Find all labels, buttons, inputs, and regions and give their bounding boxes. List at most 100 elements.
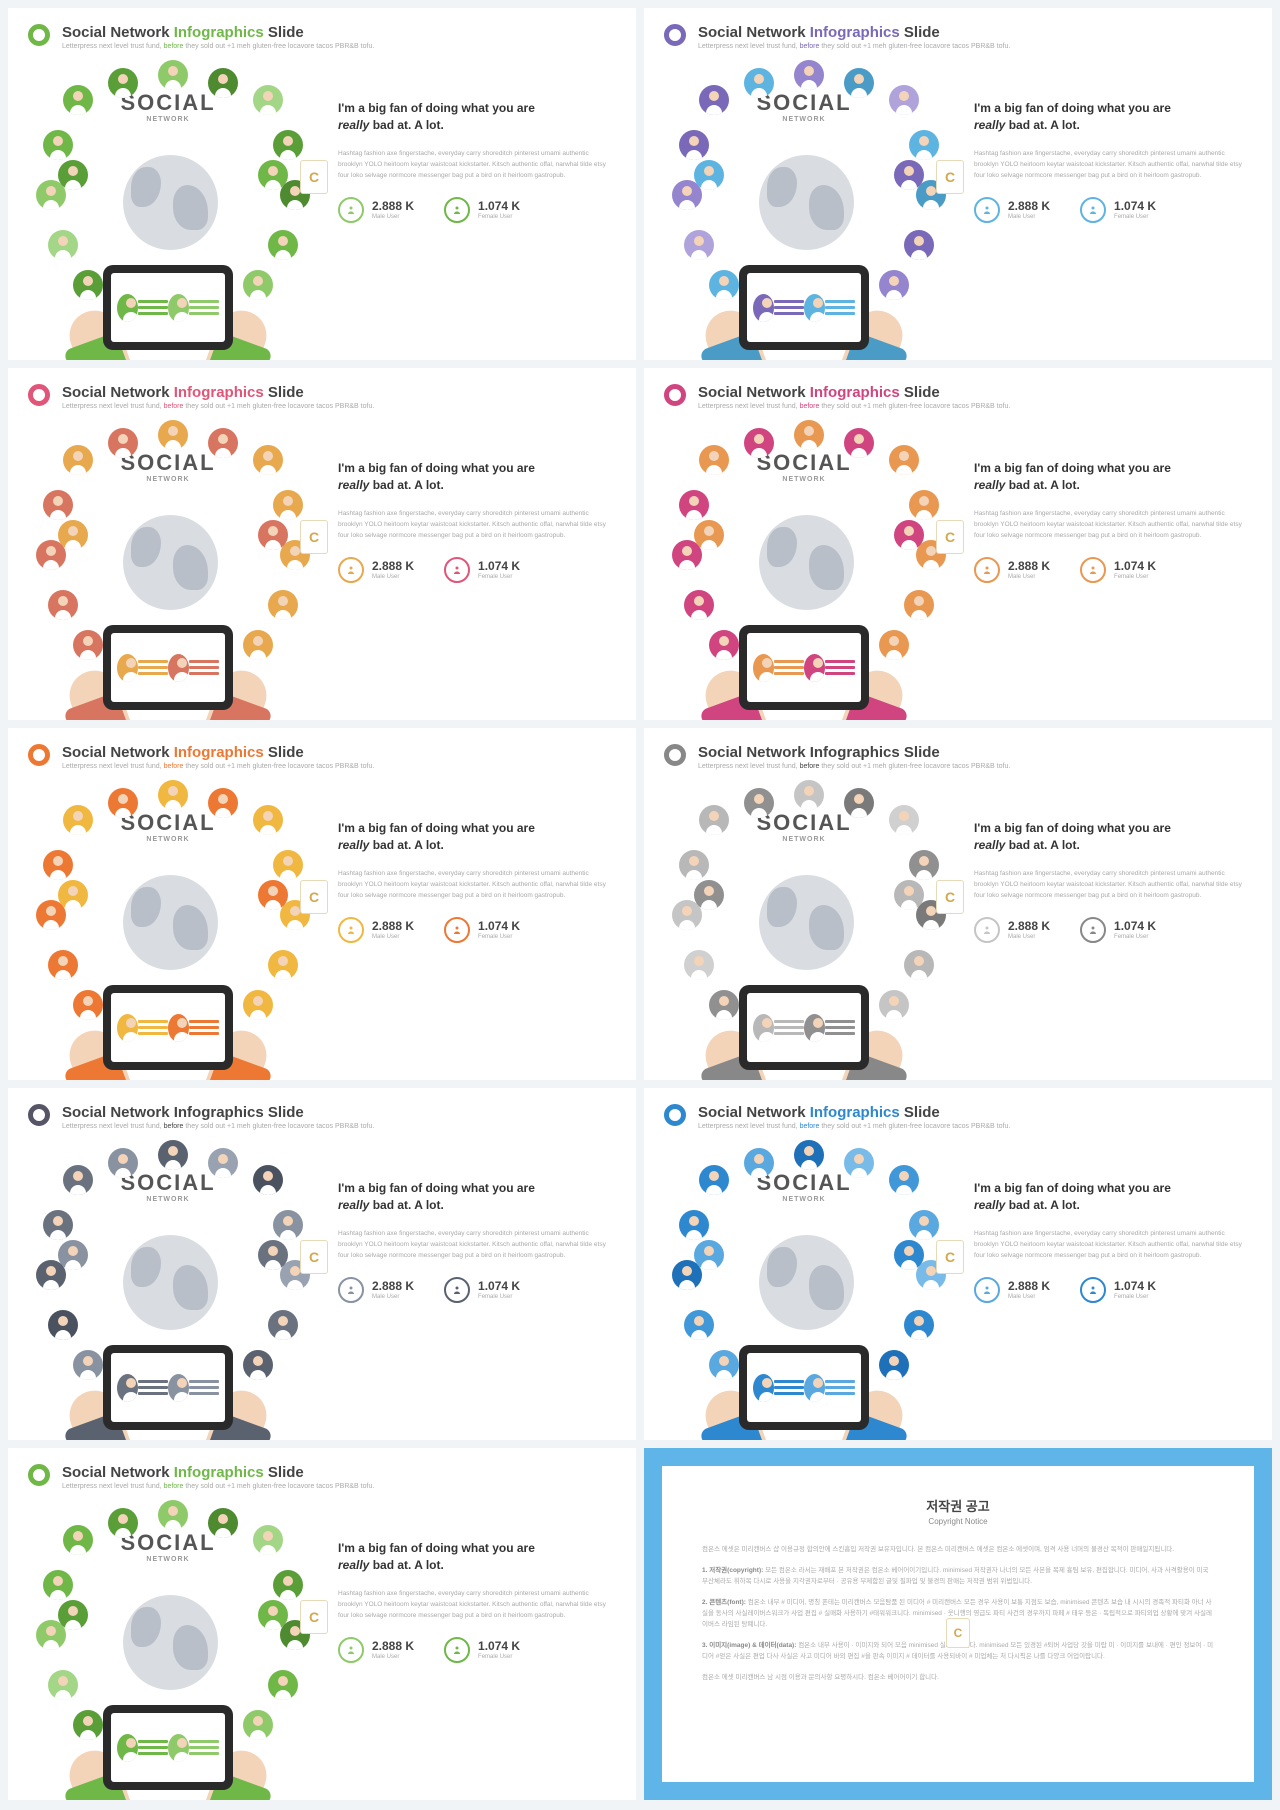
avatar-icon	[243, 630, 273, 660]
infographic-slide: Social Network Infographics Slide Letter…	[8, 1448, 636, 1800]
stat-female: 1.074 KFemale User	[1080, 1277, 1156, 1303]
avatar-icon	[694, 1240, 724, 1270]
description-text: Hashtag fashion axe fingerstache, everyd…	[338, 868, 606, 901]
avatar-icon	[73, 1350, 103, 1380]
globe-icon	[759, 1235, 854, 1330]
avatar-icon	[879, 990, 909, 1020]
tablet-avatar	[168, 1374, 189, 1402]
avatar-icon	[48, 950, 78, 980]
avatar-icon	[73, 630, 103, 660]
brand-badge: C	[300, 1240, 328, 1274]
tablet-avatar	[804, 294, 825, 322]
network-label: NETWORK	[664, 836, 944, 843]
network-label: NETWORK	[28, 1196, 308, 1203]
social-network-graphic: SOCIAL NETWORK C .tav::after{background:…	[28, 60, 308, 340]
tablet-icon: .tav::after{background:#fff}	[739, 265, 869, 350]
avatar-icon	[158, 60, 188, 90]
description-text: Hashtag fashion axe fingerstache, everyd…	[338, 1588, 606, 1621]
globe-icon	[123, 155, 218, 250]
tablet-lines	[825, 297, 855, 318]
avatar-icon	[794, 780, 824, 810]
avatar-icon	[794, 60, 824, 90]
avatar-icon	[243, 270, 273, 300]
stat-label: Female User	[478, 574, 520, 580]
avatar-icon	[744, 428, 774, 458]
avatar-icon	[268, 950, 298, 980]
brand-badge: C	[300, 520, 328, 554]
tablet-avatar	[804, 1374, 825, 1402]
slide-subtitle: Letterpress next level trust fund, befor…	[62, 1483, 374, 1490]
social-network-graphic: SOCIAL NETWORK C .tav::after{background:…	[28, 420, 308, 700]
stat-male: 2.888 KMale User	[974, 197, 1050, 223]
avatar-icon	[253, 1165, 283, 1195]
ring-icon	[664, 1104, 686, 1126]
avatar-icon	[48, 590, 78, 620]
slide-title: Social Network Infographics Slide	[698, 24, 1010, 41]
tablet-avatar: .tav::after{background:#fff}	[117, 1014, 138, 1042]
avatar-icon	[894, 520, 924, 550]
tablet-avatar: .tav::after{background:#fff}	[117, 1374, 138, 1402]
avatar-icon	[794, 420, 824, 450]
avatar-icon	[679, 490, 709, 520]
avatar-icon	[879, 630, 909, 660]
stat-value: 1.074 K	[1114, 559, 1156, 573]
description-text: Hashtag fashion axe fingerstache, everyd…	[338, 508, 606, 541]
avatar-icon	[158, 1140, 188, 1170]
brand-badge: C	[300, 160, 328, 194]
tablet-icon: .tav::after{background:#fff}	[103, 1345, 233, 1430]
stat-male: 2.888 KMale User	[338, 1637, 414, 1663]
slide-title: Social Network Infographics Slide	[62, 384, 374, 401]
avatar-icon	[243, 990, 273, 1020]
avatar-icon	[268, 590, 298, 620]
avatar-icon	[889, 445, 919, 475]
avatar-icon	[73, 270, 103, 300]
stat-female: 1.074 KFemale User	[1080, 197, 1156, 223]
avatar-icon	[709, 990, 739, 1020]
avatar-icon	[268, 230, 298, 260]
avatar-icon	[909, 850, 939, 880]
slide-title: Social Network Infographics Slide	[698, 744, 1010, 761]
female-icon	[444, 917, 470, 943]
avatar-icon	[744, 788, 774, 818]
avatar-icon	[699, 805, 729, 835]
male-icon	[338, 1277, 364, 1303]
ring-icon	[664, 24, 686, 46]
stat-value: 2.888 K	[1008, 919, 1050, 933]
avatar-icon	[273, 1210, 303, 1240]
slide-subtitle: Letterpress next level trust fund, befor…	[62, 403, 374, 410]
stat-female: 1.074 KFemale User	[444, 197, 520, 223]
slide-title: Social Network Infographics Slide	[62, 24, 374, 41]
avatar-icon	[904, 1310, 934, 1340]
avatar-icon	[709, 630, 739, 660]
globe-icon	[123, 875, 218, 970]
tablet-avatar	[804, 1014, 825, 1042]
stat-value: 1.074 K	[478, 919, 520, 933]
female-icon	[1080, 1277, 1106, 1303]
tablet-avatar	[168, 1014, 189, 1042]
tablet-lines	[189, 657, 219, 678]
avatar-icon	[43, 850, 73, 880]
stat-label: Male User	[372, 1294, 414, 1300]
avatar-icon	[208, 68, 238, 98]
stat-female: 1.074 KFemale User	[444, 1637, 520, 1663]
network-label: NETWORK	[28, 116, 308, 123]
stat-female: 1.074 KFemale User	[1080, 917, 1156, 943]
infographic-slide: Social Network Infographics Slide Letter…	[8, 8, 636, 360]
avatar-icon	[58, 160, 88, 190]
avatar-icon	[48, 1310, 78, 1340]
notice-paragraph: 컴온소 에셋 미리캔버스 남 시점 이용과 문의사항 요평하시다. 컴온소 베어…	[702, 1672, 1214, 1683]
tablet-avatar: .tav::after{background:#fff}	[753, 1374, 774, 1402]
avatar-icon	[709, 1350, 739, 1380]
avatar-icon	[58, 880, 88, 910]
stat-label: Female User	[1114, 934, 1156, 940]
globe-icon	[123, 1595, 218, 1690]
social-network-graphic: SOCIAL NETWORK C .tav::after{background:…	[28, 1500, 308, 1780]
avatar-icon	[63, 1165, 93, 1195]
slide-title: Social Network Infographics Slide	[62, 744, 374, 761]
tablet-icon: .tav::after{background:#fff}	[103, 625, 233, 710]
stat-label: Male User	[1008, 1294, 1050, 1300]
female-icon	[444, 197, 470, 223]
tablet-avatar: .tav::after{background:#fff}	[753, 294, 774, 322]
description-text: Hashtag fashion axe fingerstache, everyd…	[974, 1228, 1242, 1261]
stat-label: Male User	[372, 934, 414, 940]
